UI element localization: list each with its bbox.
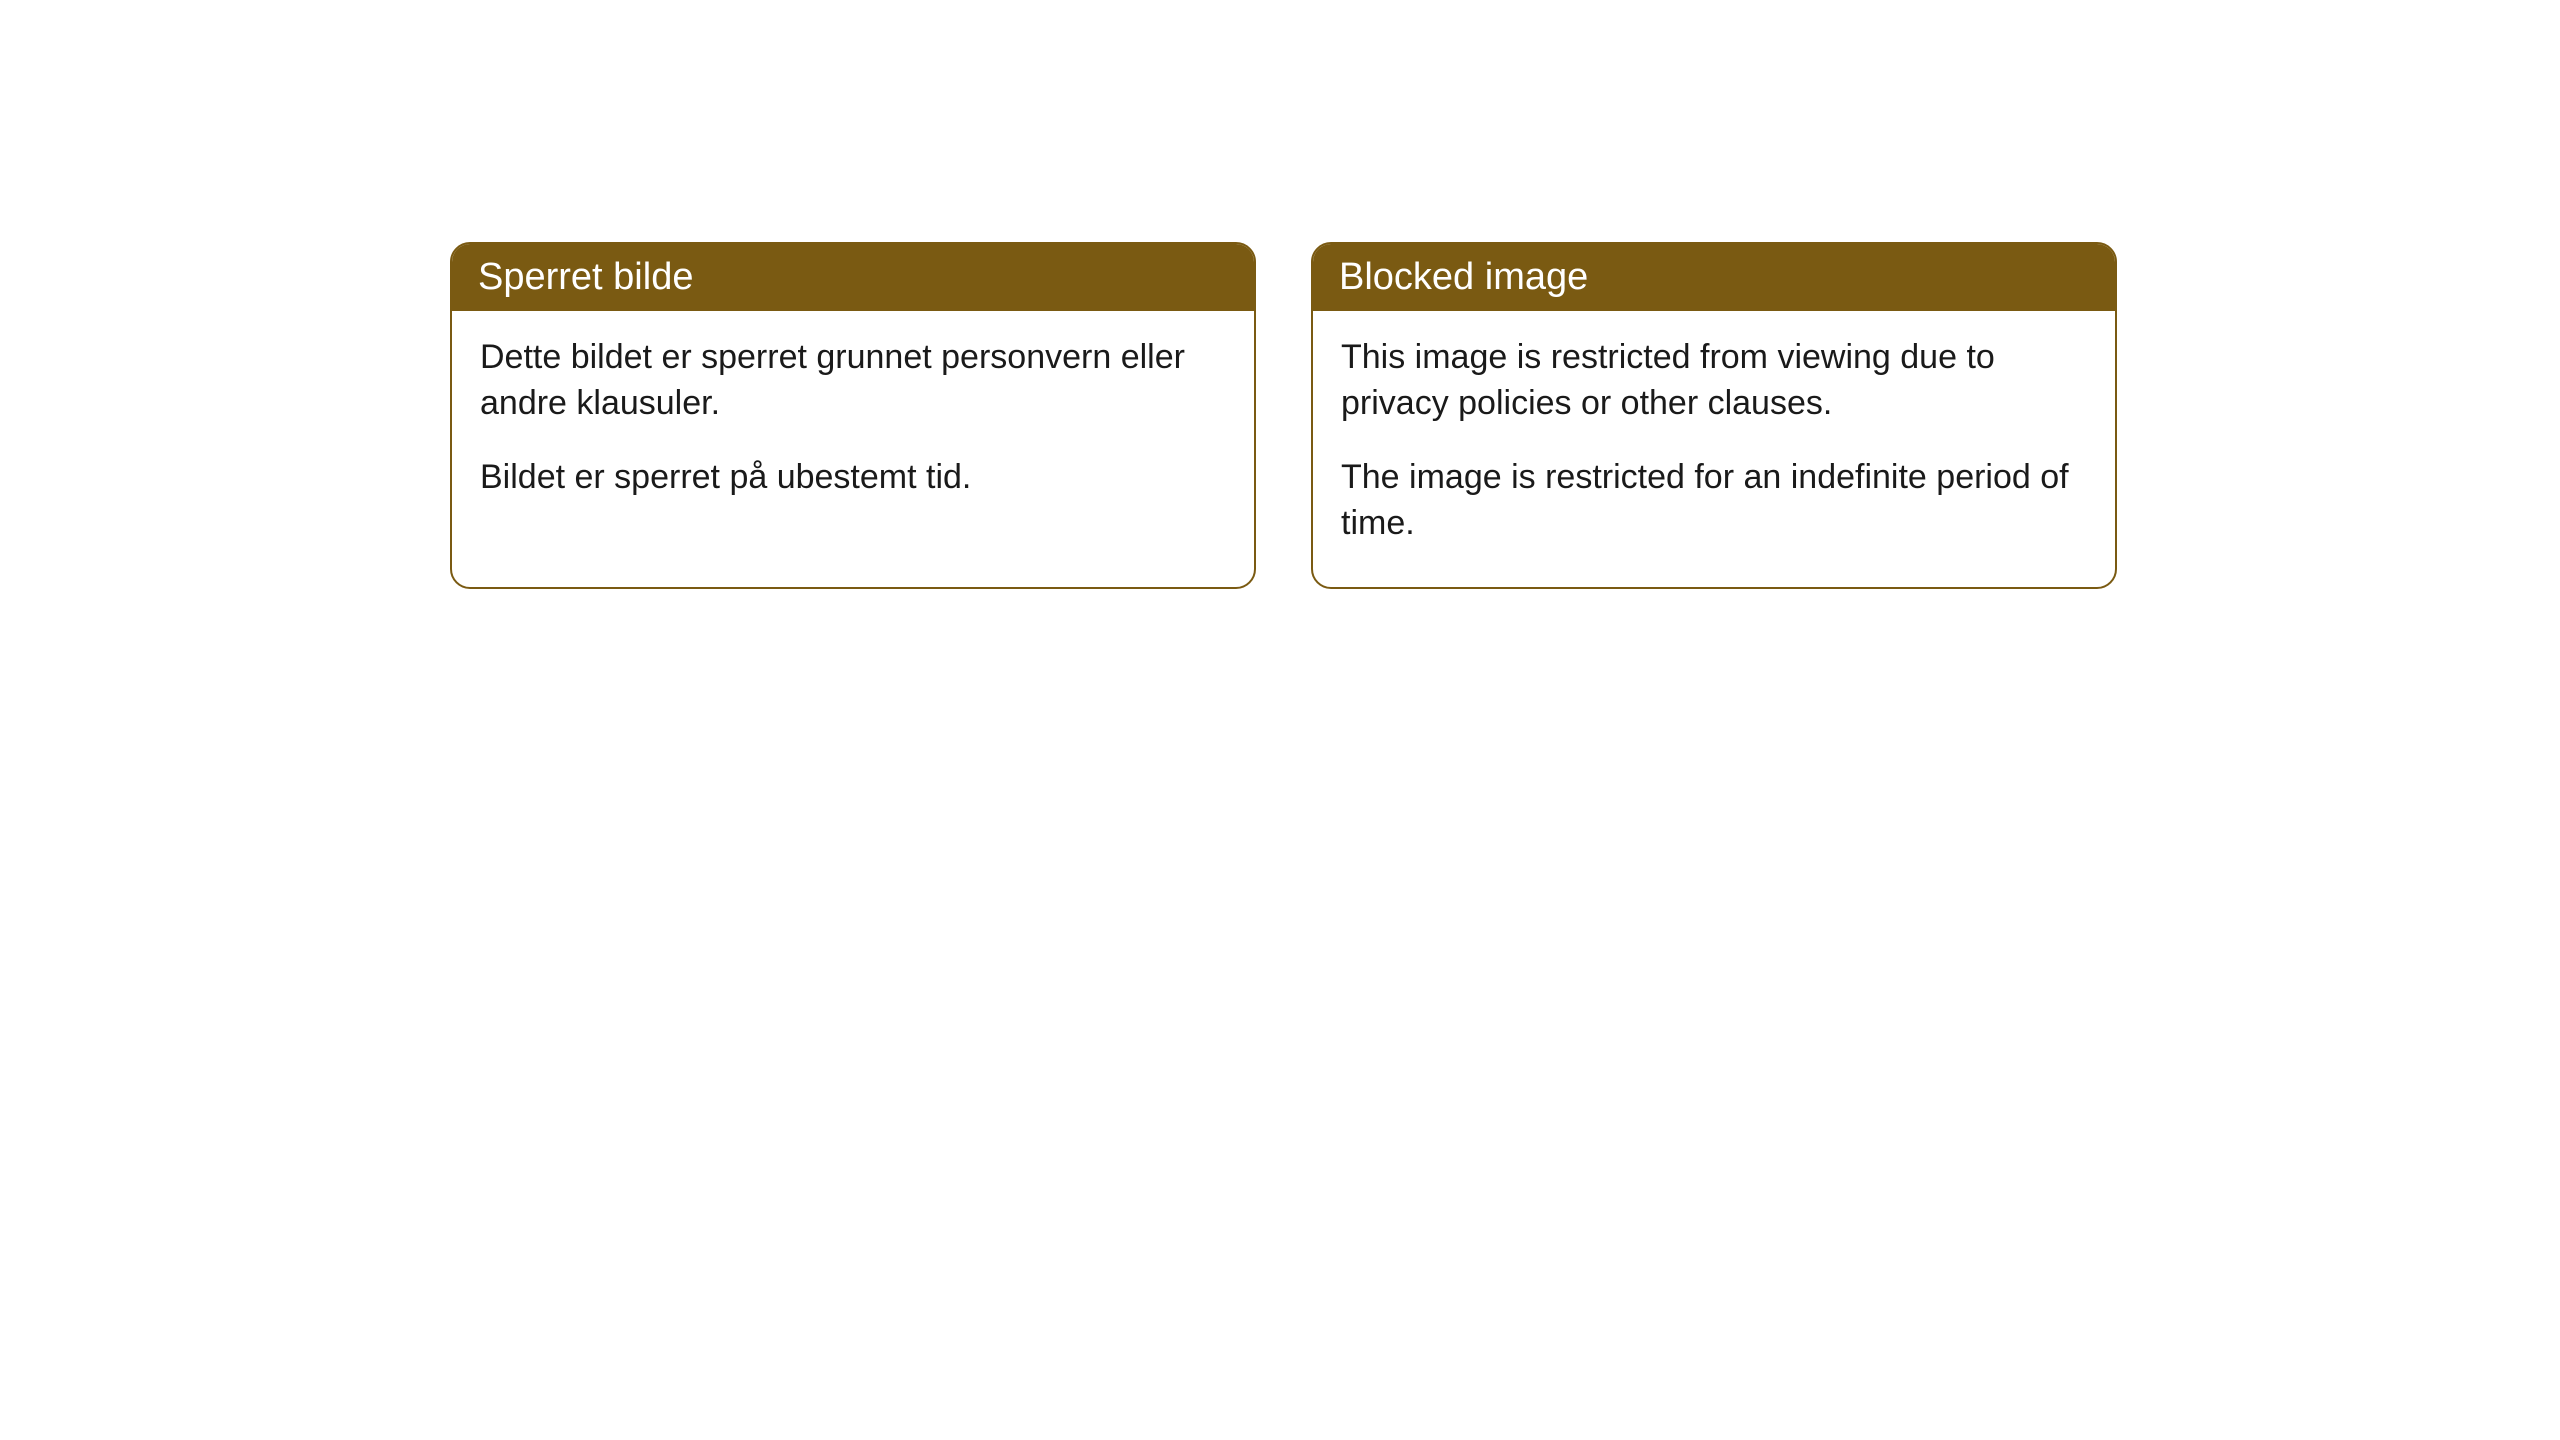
notice-card-norwegian: Sperret bilde Dette bildet er sperret gr…	[450, 242, 1256, 589]
notice-cards-container: Sperret bilde Dette bildet er sperret gr…	[450, 242, 2117, 589]
card-title: Blocked image	[1313, 244, 2115, 311]
card-body: This image is restricted from viewing du…	[1313, 311, 2115, 587]
card-body: Dette bildet er sperret grunnet personve…	[452, 311, 1254, 541]
notice-paragraph-2: Bildet er sperret på ubestemt tid.	[480, 455, 1226, 501]
notice-paragraph-1: Dette bildet er sperret grunnet personve…	[480, 335, 1226, 427]
notice-card-english: Blocked image This image is restricted f…	[1311, 242, 2117, 589]
card-title: Sperret bilde	[452, 244, 1254, 311]
notice-paragraph-1: This image is restricted from viewing du…	[1341, 335, 2087, 427]
notice-paragraph-2: The image is restricted for an indefinit…	[1341, 455, 2087, 547]
